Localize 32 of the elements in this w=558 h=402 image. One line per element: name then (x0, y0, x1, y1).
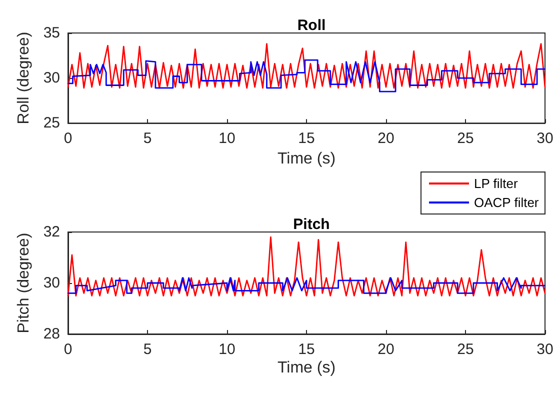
x-tick-label: 5 (143, 130, 152, 148)
y-axis-title: Pitch (degree) (16, 232, 32, 334)
legend-label: OACP filter (474, 195, 540, 210)
y-tick-label: 30 (43, 274, 60, 292)
y-tick-label: 25 (43, 114, 60, 132)
x-tick-label: 15 (298, 130, 315, 148)
x-tick-label: 25 (457, 130, 474, 148)
y-tick-label: 35 (43, 24, 60, 42)
line-series (67, 59, 546, 92)
x-axis-title: Time (s) (277, 360, 336, 376)
chart-title: Roll (297, 17, 326, 34)
x-tick-label: 15 (298, 341, 315, 358)
x-tick-label: 20 (378, 130, 394, 148)
y-tick-label: 30 (43, 70, 60, 87)
x-tick-label: 25 (457, 341, 474, 358)
x-axis-title: Time (s) (277, 150, 336, 168)
line-series (67, 236, 546, 296)
x-tick-label: 5 (143, 341, 152, 358)
x-tick-label: 30 (536, 130, 554, 148)
x-tick-label: 10 (218, 341, 236, 358)
y-axis-title: Roll (degree) (16, 32, 32, 124)
y-tick-label: 32 (43, 224, 60, 240)
chart-title: Pitch (293, 216, 330, 233)
legend-label: LP filter (474, 176, 518, 191)
x-tick-label: 10 (218, 130, 236, 148)
x-tick-label: 30 (536, 341, 554, 358)
x-tick-label: 0 (64, 130, 72, 148)
line-series (67, 43, 546, 89)
x-tick-label: 0 (64, 341, 72, 358)
line-series (67, 277, 546, 294)
x-tick-label: 20 (378, 341, 394, 358)
y-tick-label: 28 (43, 326, 60, 342)
